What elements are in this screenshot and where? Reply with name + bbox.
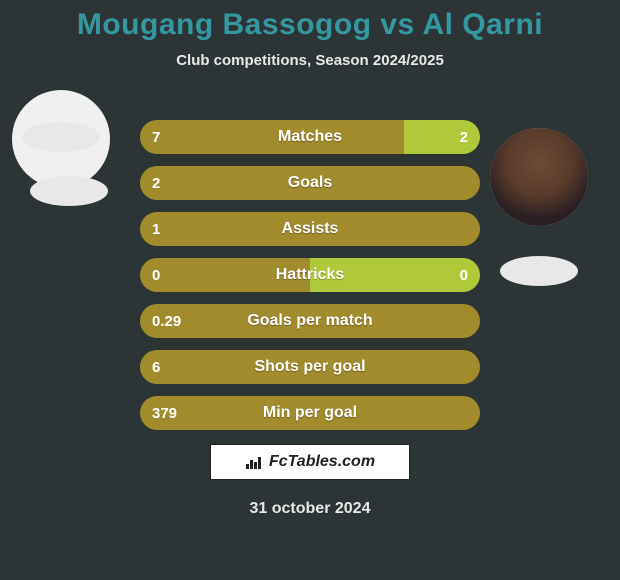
stat-row: 72Matches — [140, 120, 480, 154]
fctables-logo: FcTables.com — [210, 444, 410, 480]
stat-row: 379Min per goal — [140, 396, 480, 430]
stat-left-value: 2 — [140, 166, 480, 200]
stats-container: 72Matches 2Goals 1Assists 00Hattricks 0.29Go… — [140, 120, 480, 442]
player-left-flag-2 — [30, 176, 108, 206]
stat-row: 2Goals — [140, 166, 480, 200]
player-right-flag — [500, 256, 578, 286]
stat-left-value: 6 — [140, 350, 480, 384]
player-right-avatar — [490, 128, 588, 226]
stat-left-value: 0 — [140, 258, 310, 292]
stat-right-value: 2 — [404, 120, 480, 154]
stat-left-value: 1 — [140, 212, 480, 246]
page-title: Mougang Bassogog vs Al Qarni — [0, 0, 620, 42]
logo-text: FcTables.com — [269, 453, 375, 471]
bar-chart-icon — [245, 454, 265, 470]
stat-row: 0.29Goals per match — [140, 304, 480, 338]
stat-row: 00Hattricks — [140, 258, 480, 292]
player-left-flag-1 — [22, 122, 100, 152]
stat-right-value: 0 — [310, 258, 480, 292]
subtitle: Club competitions, Season 2024/2025 — [0, 52, 620, 69]
stat-left-value: 7 — [140, 120, 404, 154]
stat-row: 6Shots per goal — [140, 350, 480, 384]
stat-left-value: 0.29 — [140, 304, 480, 338]
stat-row: 1Assists — [140, 212, 480, 246]
stat-left-value: 379 — [140, 396, 480, 430]
date-text: 31 october 2024 — [0, 500, 620, 518]
